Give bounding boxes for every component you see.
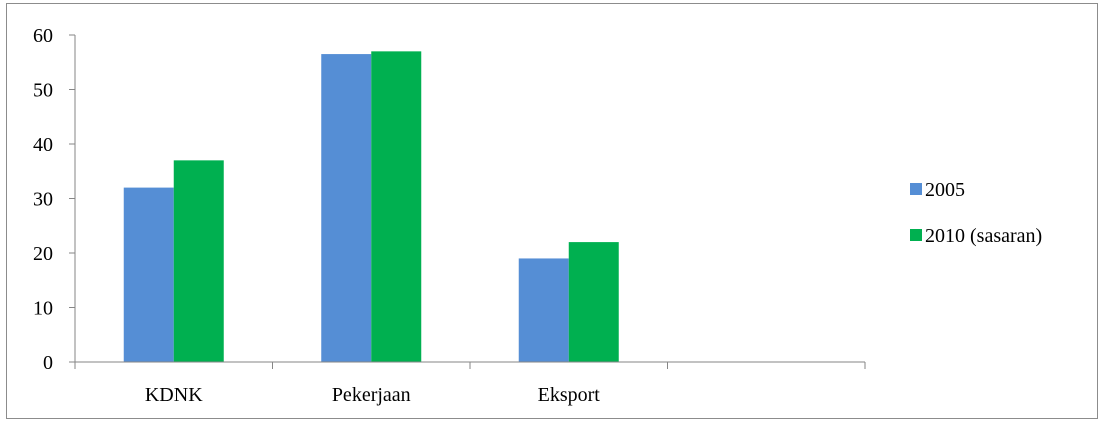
legend-label: 2010 (sasaran): [925, 225, 1042, 247]
bar-series-2: [568, 242, 619, 362]
y-tick-label: 20: [33, 243, 53, 265]
legend-swatch: [910, 229, 922, 241]
y-tick-label: 50: [33, 80, 53, 102]
legend: 2005 2010 (sasaran): [910, 179, 1042, 247]
bar-series-1: [518, 258, 569, 362]
legend-swatch: [910, 183, 922, 195]
y-tick-label: 10: [33, 298, 53, 320]
bar-series-1: [321, 54, 372, 362]
y-tick-label: 40: [33, 134, 53, 156]
x-tick-label: Pekerjaan: [332, 384, 411, 406]
legend-label: 2005: [925, 179, 965, 201]
y-tick-label: 60: [33, 25, 53, 47]
bar-series-2: [173, 160, 224, 362]
y-tick-label: 30: [33, 189, 53, 211]
bar-series-2: [371, 51, 422, 362]
x-tick-label: KDNK: [145, 384, 203, 406]
y-tick-label: 0: [43, 352, 53, 374]
x-tick-label: Eksport: [538, 384, 601, 406]
axes-group: 0 10 20 30 40 50 60 KDNK Pekerjaan Eksport: [33, 25, 866, 406]
bars-group: [123, 51, 619, 362]
bar-series-1: [123, 187, 174, 362]
